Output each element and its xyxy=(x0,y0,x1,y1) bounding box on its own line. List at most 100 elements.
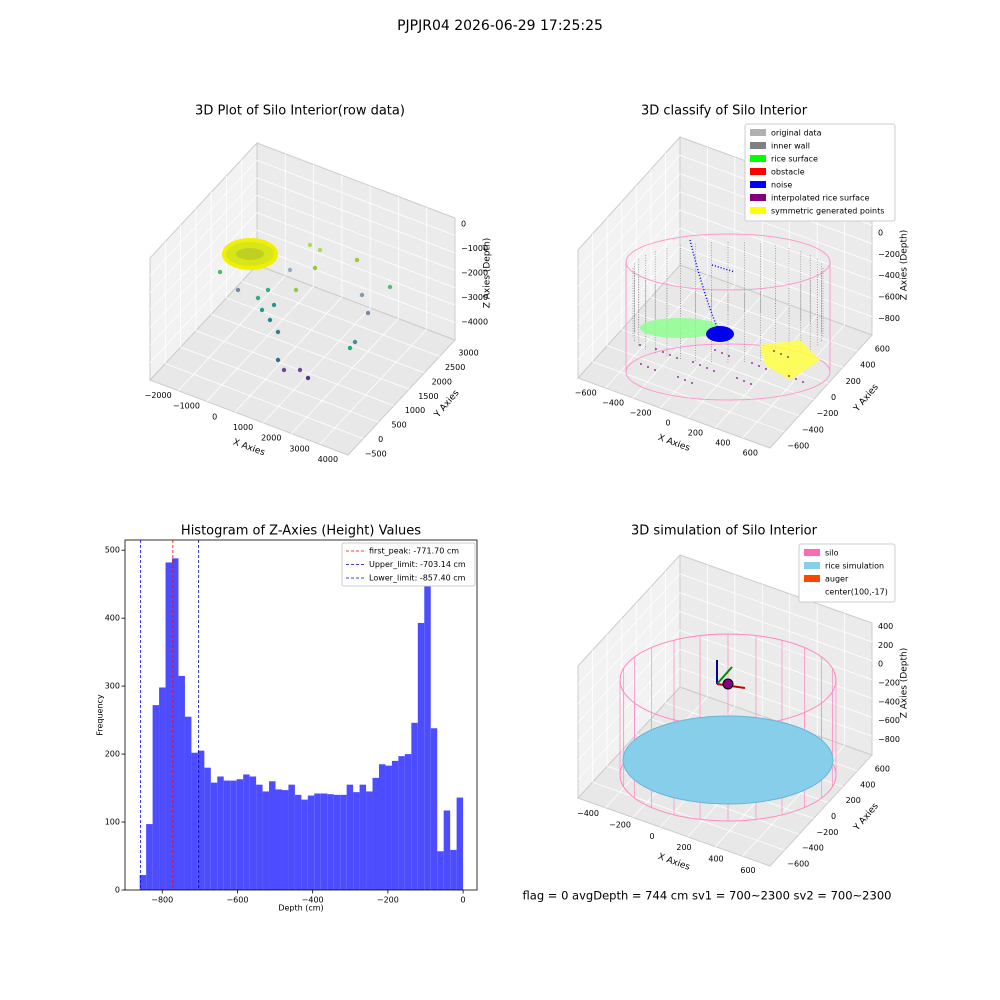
shape xyxy=(788,375,790,377)
shape xyxy=(760,340,820,380)
legend-label: obstacle xyxy=(771,168,805,177)
pane-grid xyxy=(577,173,681,287)
shape xyxy=(716,666,733,685)
z-tick-label: −600 xyxy=(878,716,900,725)
legend-box xyxy=(798,543,896,603)
y-tick-label: 400 xyxy=(860,361,875,370)
pane-grid xyxy=(226,297,425,374)
shape xyxy=(677,376,679,378)
pane-grid xyxy=(256,177,456,254)
histogram-bar xyxy=(314,793,321,890)
histogram-bar xyxy=(417,622,425,890)
histogram-bar xyxy=(223,780,231,890)
x-axis-label: Depth (cm) xyxy=(278,904,323,913)
point-cloud xyxy=(387,284,393,290)
histogram-bar xyxy=(411,722,418,890)
x-tick-label: −600 xyxy=(575,389,597,398)
point-cloud xyxy=(287,267,293,273)
x-tick-label: 0 xyxy=(212,412,217,421)
y-tick-label: 500 xyxy=(105,546,120,555)
pane-grid xyxy=(592,781,785,851)
pane-grid xyxy=(577,592,681,704)
histogram-bar xyxy=(346,784,354,890)
point-cloud xyxy=(259,307,265,313)
histogram-bar xyxy=(288,784,295,890)
shape xyxy=(714,349,716,351)
x-tick-label: −600 xyxy=(226,896,248,905)
histogram-bar xyxy=(307,795,315,890)
legend-label: auger xyxy=(825,575,849,584)
histogram-bar xyxy=(353,792,360,890)
x-tick-label: −200 xyxy=(630,409,652,418)
point-cloud xyxy=(275,329,281,335)
x-tick-label: 600 xyxy=(743,449,758,458)
point-cloud xyxy=(354,257,360,263)
shape xyxy=(728,355,730,357)
pane-grid xyxy=(577,611,681,723)
y-tick-label: −500 xyxy=(365,449,387,458)
pane-grid xyxy=(256,229,456,306)
legend-swatch xyxy=(750,129,766,136)
x-tick-label: −200 xyxy=(609,821,631,830)
pane-grid xyxy=(256,212,456,289)
y-tick-label: 600 xyxy=(875,345,890,354)
point-cloud xyxy=(281,367,287,373)
histogram-bar xyxy=(172,558,179,890)
x-tick-label: −400 xyxy=(577,809,599,818)
shape xyxy=(713,370,715,372)
legend-label: silo xyxy=(825,549,839,558)
z-tick-label: −600 xyxy=(878,293,900,302)
z-tick-label: −400 xyxy=(878,697,900,706)
shape xyxy=(736,377,738,379)
shape xyxy=(691,382,693,384)
pane-grid xyxy=(577,630,681,742)
legend-label: center(100,-17) xyxy=(825,588,888,597)
z-axis-label: Z Axies (Depth) xyxy=(900,230,910,301)
histogram-bar xyxy=(210,782,218,890)
pane-grid xyxy=(679,592,873,662)
pane-grid xyxy=(577,209,681,324)
y-tick-label: 0 xyxy=(378,435,383,444)
pane-grid xyxy=(592,361,785,433)
y-tick-label: 3000 xyxy=(458,349,478,358)
pane-grid xyxy=(149,212,258,328)
histogram-bar xyxy=(404,754,412,890)
legend-label: symmetric generated points xyxy=(771,207,884,216)
shape xyxy=(654,369,656,371)
pane-grid xyxy=(679,630,873,699)
legend-swatch xyxy=(804,549,820,556)
histogram-bar xyxy=(430,728,438,890)
histogram-bar xyxy=(249,776,257,890)
pane-grid xyxy=(234,296,343,413)
legend-label: rice simulation xyxy=(825,562,884,571)
histogram-bar xyxy=(152,705,160,890)
shape xyxy=(669,354,671,356)
legend-swatch xyxy=(750,168,766,175)
point-cloud xyxy=(307,242,313,248)
pane-grid xyxy=(165,363,364,439)
x-tick-label: 0 xyxy=(665,419,670,428)
z-axis-label: Z Axies (Depth) xyxy=(900,648,910,719)
pane-grid xyxy=(180,346,379,423)
x-tick-label: 0 xyxy=(461,896,466,905)
shape xyxy=(750,383,752,385)
legend-label: noise xyxy=(771,181,792,190)
z-tick-label: −1000 xyxy=(461,244,488,253)
y-tick-label: 2000 xyxy=(432,377,452,386)
y-tick-label: 500 xyxy=(391,421,406,430)
pane-grid xyxy=(256,247,456,323)
pane-grid xyxy=(149,160,258,276)
shape xyxy=(676,357,678,359)
pane-grid xyxy=(256,194,456,271)
y-tick-label: −200 xyxy=(816,409,838,418)
histogram-bar xyxy=(450,849,457,890)
histogram-bar xyxy=(333,794,341,890)
pane-grid xyxy=(742,324,845,439)
plot-frame xyxy=(124,539,478,891)
pane-grid xyxy=(679,228,873,299)
histogram-bar xyxy=(230,780,237,890)
shape xyxy=(662,351,664,353)
y-tick-label: −400 xyxy=(802,425,824,434)
shape xyxy=(795,378,797,380)
x-tick-label: −400 xyxy=(602,399,624,408)
